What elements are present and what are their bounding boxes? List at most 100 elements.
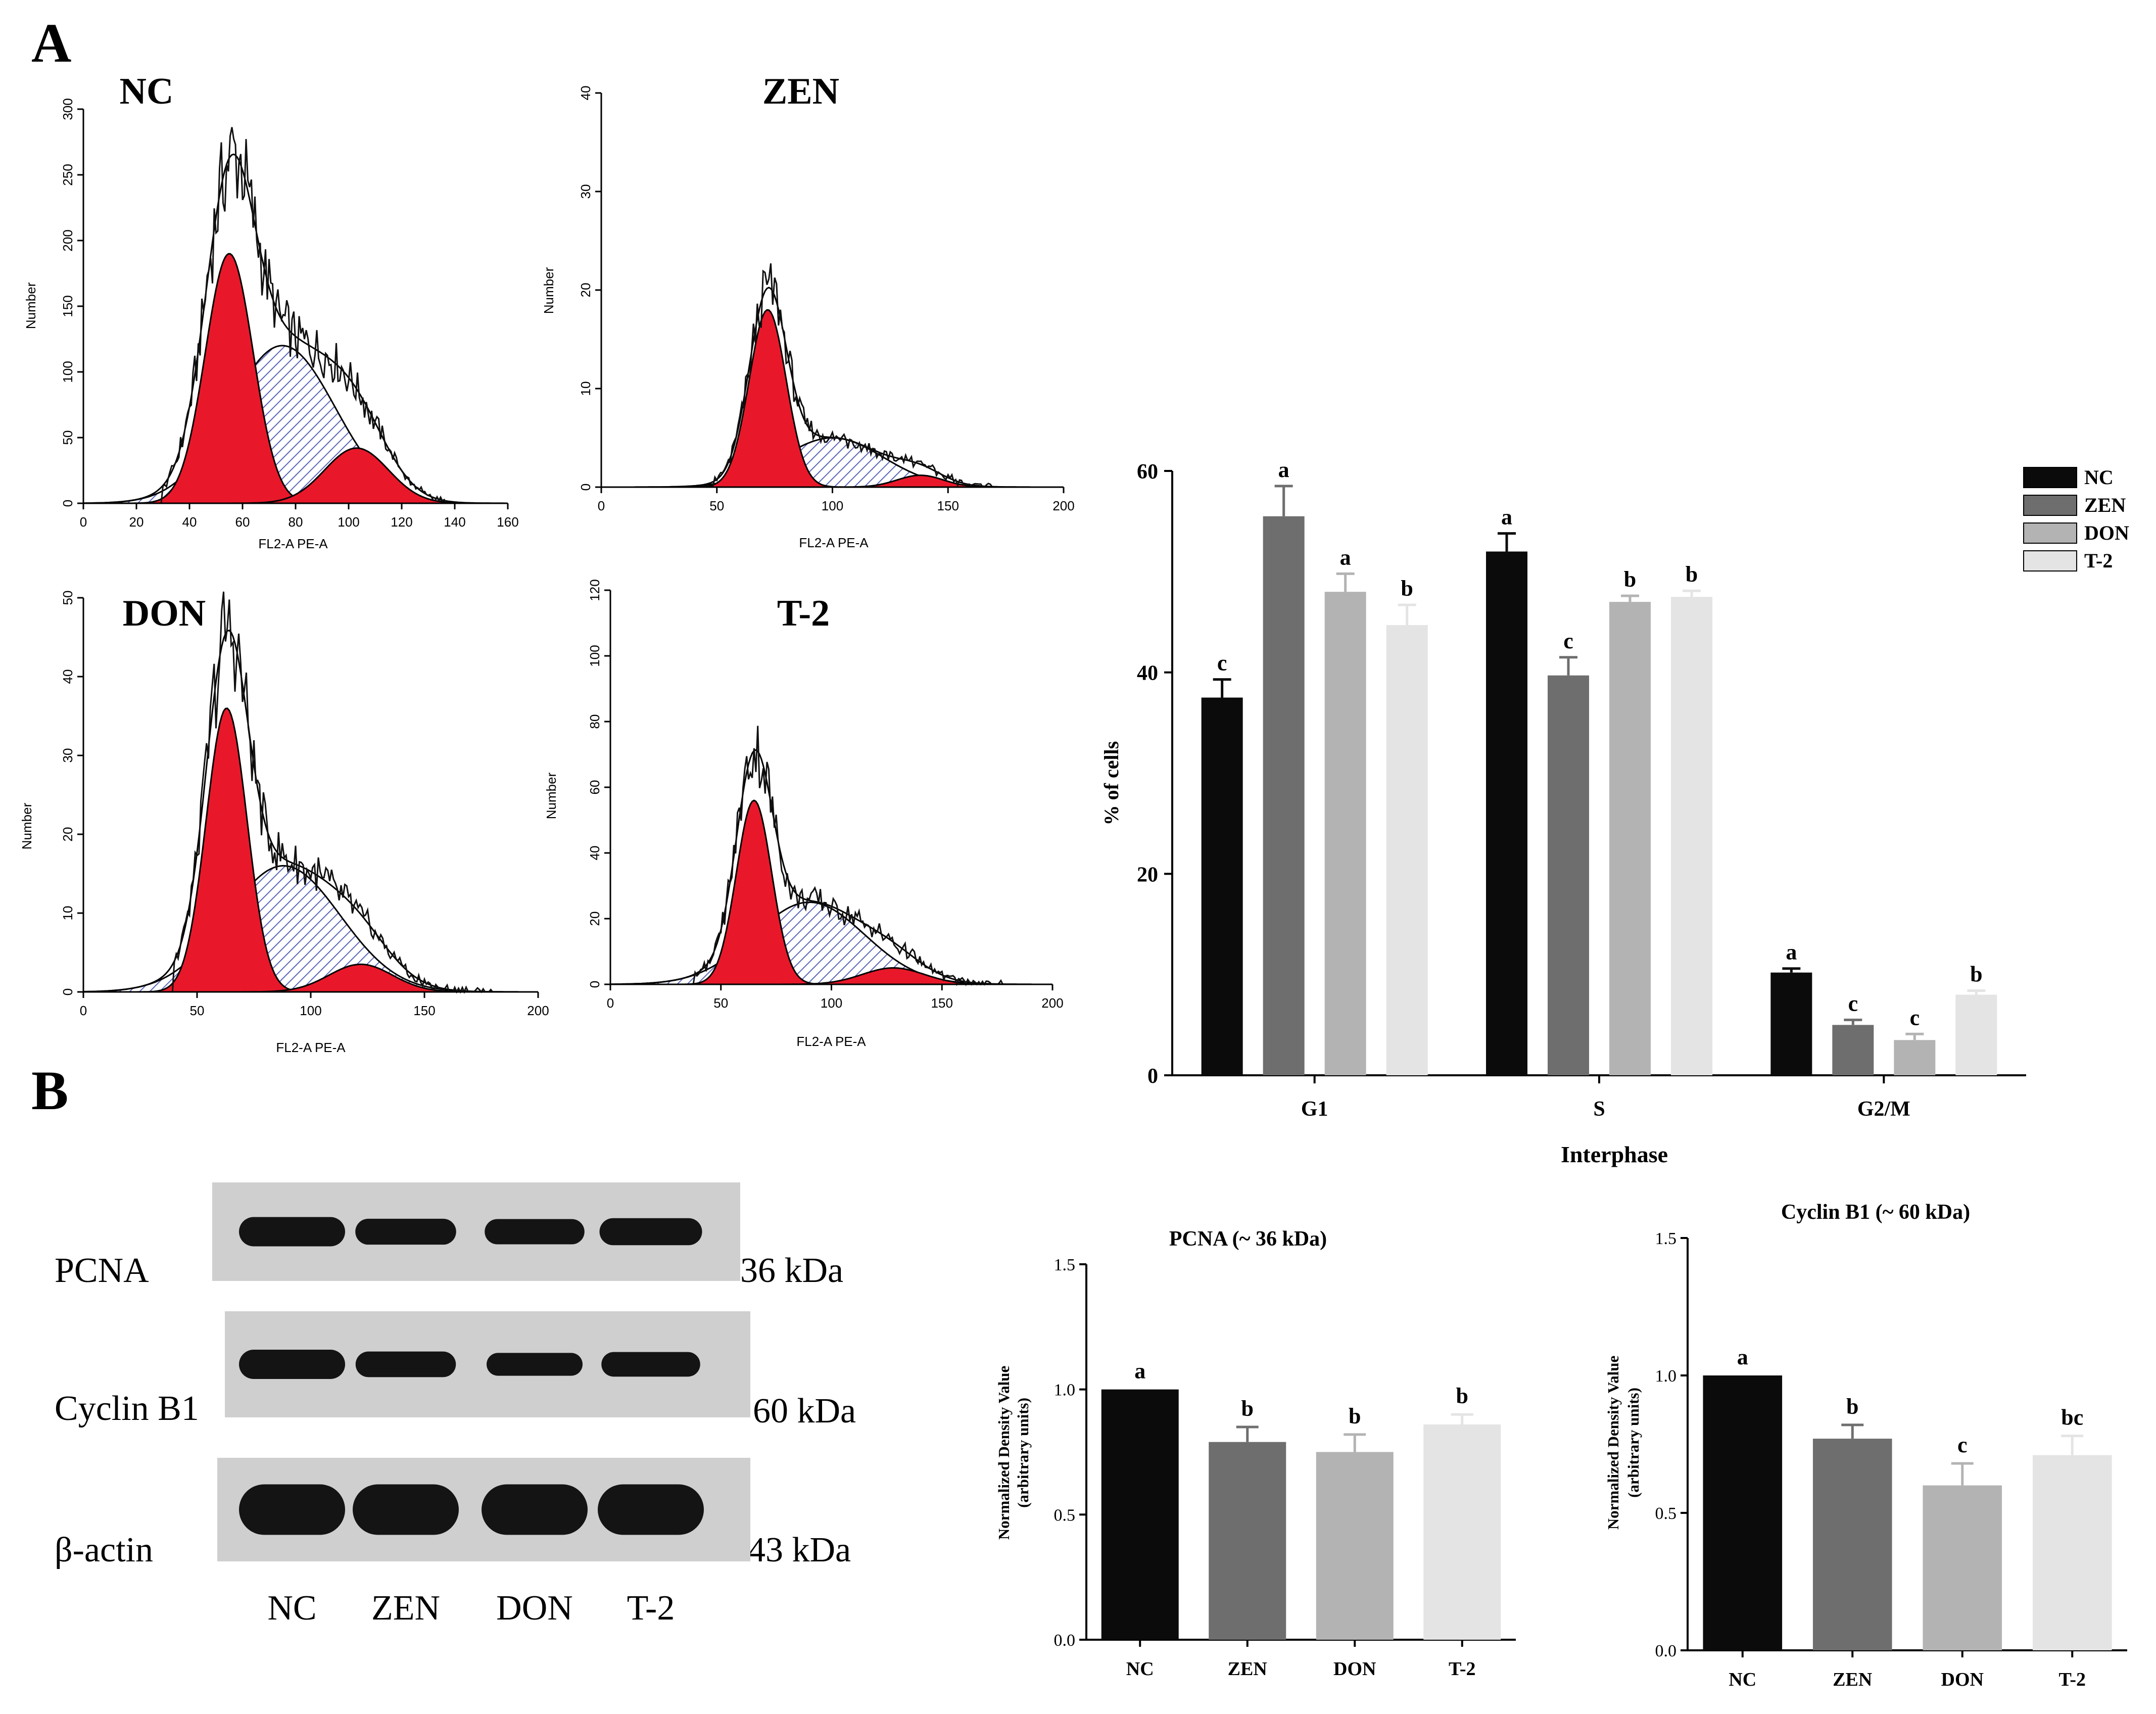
blot-band xyxy=(355,1351,456,1377)
density-bar xyxy=(1923,1485,2002,1650)
cell-cycle-bar-chart: % of cells Interphase 0 20 40 60 G1 c a a b Sa c b b… xyxy=(1100,457,2026,1167)
cycle-y-tick-label: 60 xyxy=(1137,460,1158,484)
histogram-y-tick-label: 200 xyxy=(60,229,75,251)
histogram-y-tick-label: 100 xyxy=(60,361,75,383)
histogram-y-tick-label: 30 xyxy=(60,748,75,763)
blot-lane-label-zen: ZEN xyxy=(371,1589,440,1628)
cyclin-b1-density-chart: Cyclin B1 (~ 60 kDa) Normalized Density … xyxy=(1604,1201,2127,1690)
histogram-x-tick-label: 160 xyxy=(497,514,518,530)
histogram-y-tick-label: 10 xyxy=(578,382,593,396)
histogram-x-tick-label: 200 xyxy=(1052,498,1074,513)
cycle-significance-letter: a xyxy=(1278,457,1289,482)
blot-kda-label-cyclin-b1: 60 kDa xyxy=(753,1392,856,1431)
cycle-significance-letter: b xyxy=(1624,567,1636,592)
histogram-x-tick-label: 20 xyxy=(129,514,144,530)
histogram-y-tick-label: 50 xyxy=(60,431,75,445)
cycle-y-tick-label: 40 xyxy=(1137,662,1158,685)
histogram-y-tick-label: 250 xyxy=(60,164,75,185)
density-x-tick-label: T-2 xyxy=(1449,1658,1476,1680)
density-significance-letter: c xyxy=(1957,1433,1968,1457)
cycle-bar xyxy=(1894,1040,1936,1075)
histogram-x-tick-label: 150 xyxy=(413,1003,435,1018)
model-fit-line xyxy=(83,629,538,993)
histogram-y-tick-label: 120 xyxy=(587,579,602,601)
histogram-title: DON xyxy=(123,593,206,634)
blot-band xyxy=(599,1218,702,1246)
blot-kda-label-beta-actin: 43 kDa xyxy=(748,1531,851,1569)
histogram-y-tick-label: 30 xyxy=(578,184,593,199)
cycle-significance-letter: a xyxy=(1786,940,1797,965)
histogram-y-tick-label: 0 xyxy=(60,500,75,507)
density-significance-letter: b xyxy=(1241,1396,1254,1421)
cycle-bar xyxy=(1671,597,1712,1075)
cycle-x-tick-label: G1 xyxy=(1301,1098,1328,1121)
density-x-tick-label: ZEN xyxy=(1833,1669,1872,1690)
cycle-x-label: Interphase xyxy=(1561,1141,1668,1167)
histogram-x-tick-label: 80 xyxy=(289,514,303,530)
histogram-x-tick-label: 100 xyxy=(300,1003,321,1018)
blot-band xyxy=(239,1217,345,1247)
histogram-y-label: Number xyxy=(544,772,559,819)
histogram-x-tick-label: 120 xyxy=(391,514,412,530)
blot-band xyxy=(239,1484,345,1535)
histogram-x-tick-label: 150 xyxy=(931,995,953,1011)
histogram-don: DON FL2-A PE-A Number 0 50 100 150 200 0 10 20 3… xyxy=(19,591,549,1055)
panel-label-a: A xyxy=(31,12,71,74)
blot-protein-label-pcna: PCNA xyxy=(55,1251,149,1290)
blot-band xyxy=(239,1350,345,1379)
histogram-x-tick-label: 150 xyxy=(937,498,959,513)
histogram-x-tick-label: 50 xyxy=(713,995,728,1011)
s-phase-area xyxy=(601,437,1064,488)
legend-swatch xyxy=(2023,550,2077,572)
cyclin-y-label: Normalized Density Value xyxy=(1604,1356,1622,1530)
cycle-y-tick-label: 0 xyxy=(1147,1065,1158,1088)
blot-protein-label-beta-actin: β-actin xyxy=(55,1531,153,1569)
density-bar xyxy=(1316,1452,1394,1640)
density-y-tick-label: 1.0 xyxy=(1054,1381,1076,1400)
cycle-x-tick-label: G2/M xyxy=(1857,1098,1910,1121)
histogram-x-tick-label: 0 xyxy=(80,1003,87,1018)
histogram-x-tick-label: 60 xyxy=(235,514,250,530)
s-phase-area xyxy=(82,865,538,993)
density-bar xyxy=(1703,1375,1783,1650)
western-blot: PCNA Cyclin B1 β-actin 36 kDa 60 kDa 43 … xyxy=(55,1182,856,1628)
density-bar xyxy=(1423,1424,1501,1640)
cycle-significance-letter: c xyxy=(1848,991,1858,1016)
histogram-zen: ZEN FL2-A PE-A Number 0 50 100 150 200 0 10 20 3… xyxy=(541,71,1075,550)
blot-kda-label-pcna: 36 kDa xyxy=(740,1251,843,1290)
density-bar xyxy=(1209,1442,1286,1640)
s-phase-area xyxy=(82,345,508,504)
cycle-significance-letter: b xyxy=(1970,962,1982,987)
histogram-y-label: Number xyxy=(541,267,556,314)
cycle-significance-letter: b xyxy=(1686,562,1698,587)
density-bar xyxy=(1812,1439,1892,1650)
cycle-bar xyxy=(1486,551,1527,1075)
histogram-x-tick-label: 50 xyxy=(709,498,724,513)
histogram-nc: NC FL2-A PE-A Number 0 20 40 60 80 100 120 140 1… xyxy=(23,71,519,551)
cycle-significance-letter: c xyxy=(1217,651,1227,676)
blot-band xyxy=(487,1353,583,1376)
histogram-x-tick-label: 0 xyxy=(80,514,87,530)
blot-band xyxy=(485,1219,585,1245)
legend-label: ZEN xyxy=(2084,494,2126,516)
density-y-tick-label: 0.0 xyxy=(1054,1631,1076,1650)
density-bar xyxy=(2032,1455,2112,1650)
density-significance-letter: b xyxy=(1456,1384,1468,1408)
cycle-bar xyxy=(1386,625,1428,1075)
histogram-y-tick-label: 40 xyxy=(578,86,593,101)
density-y-tick-label: 1.5 xyxy=(1054,1256,1076,1274)
histogram-y-tick-label: 150 xyxy=(60,295,75,317)
density-x-tick-label: NC xyxy=(1729,1669,1756,1690)
cycle-bar xyxy=(1955,994,1997,1075)
cycle-x-tick-label: S xyxy=(1593,1098,1605,1121)
histogram-y-tick-label: 50 xyxy=(60,591,75,605)
histogram-x-tick-label: 0 xyxy=(607,995,614,1011)
cyclin-y-label-units: (arbitrary units) xyxy=(1624,1388,1642,1498)
histogram-x-label: FL2-A PE-A xyxy=(258,536,328,551)
histogram-y-tick-label: 20 xyxy=(587,912,602,926)
histogram-x-label: FL2-A PE-A xyxy=(796,1034,866,1049)
cycle-bar xyxy=(1832,1025,1874,1075)
density-y-tick-label: 1.5 xyxy=(1655,1229,1677,1248)
histogram-y-tick-label: 20 xyxy=(60,827,75,842)
histogram-x-tick-label: 50 xyxy=(190,1003,205,1018)
